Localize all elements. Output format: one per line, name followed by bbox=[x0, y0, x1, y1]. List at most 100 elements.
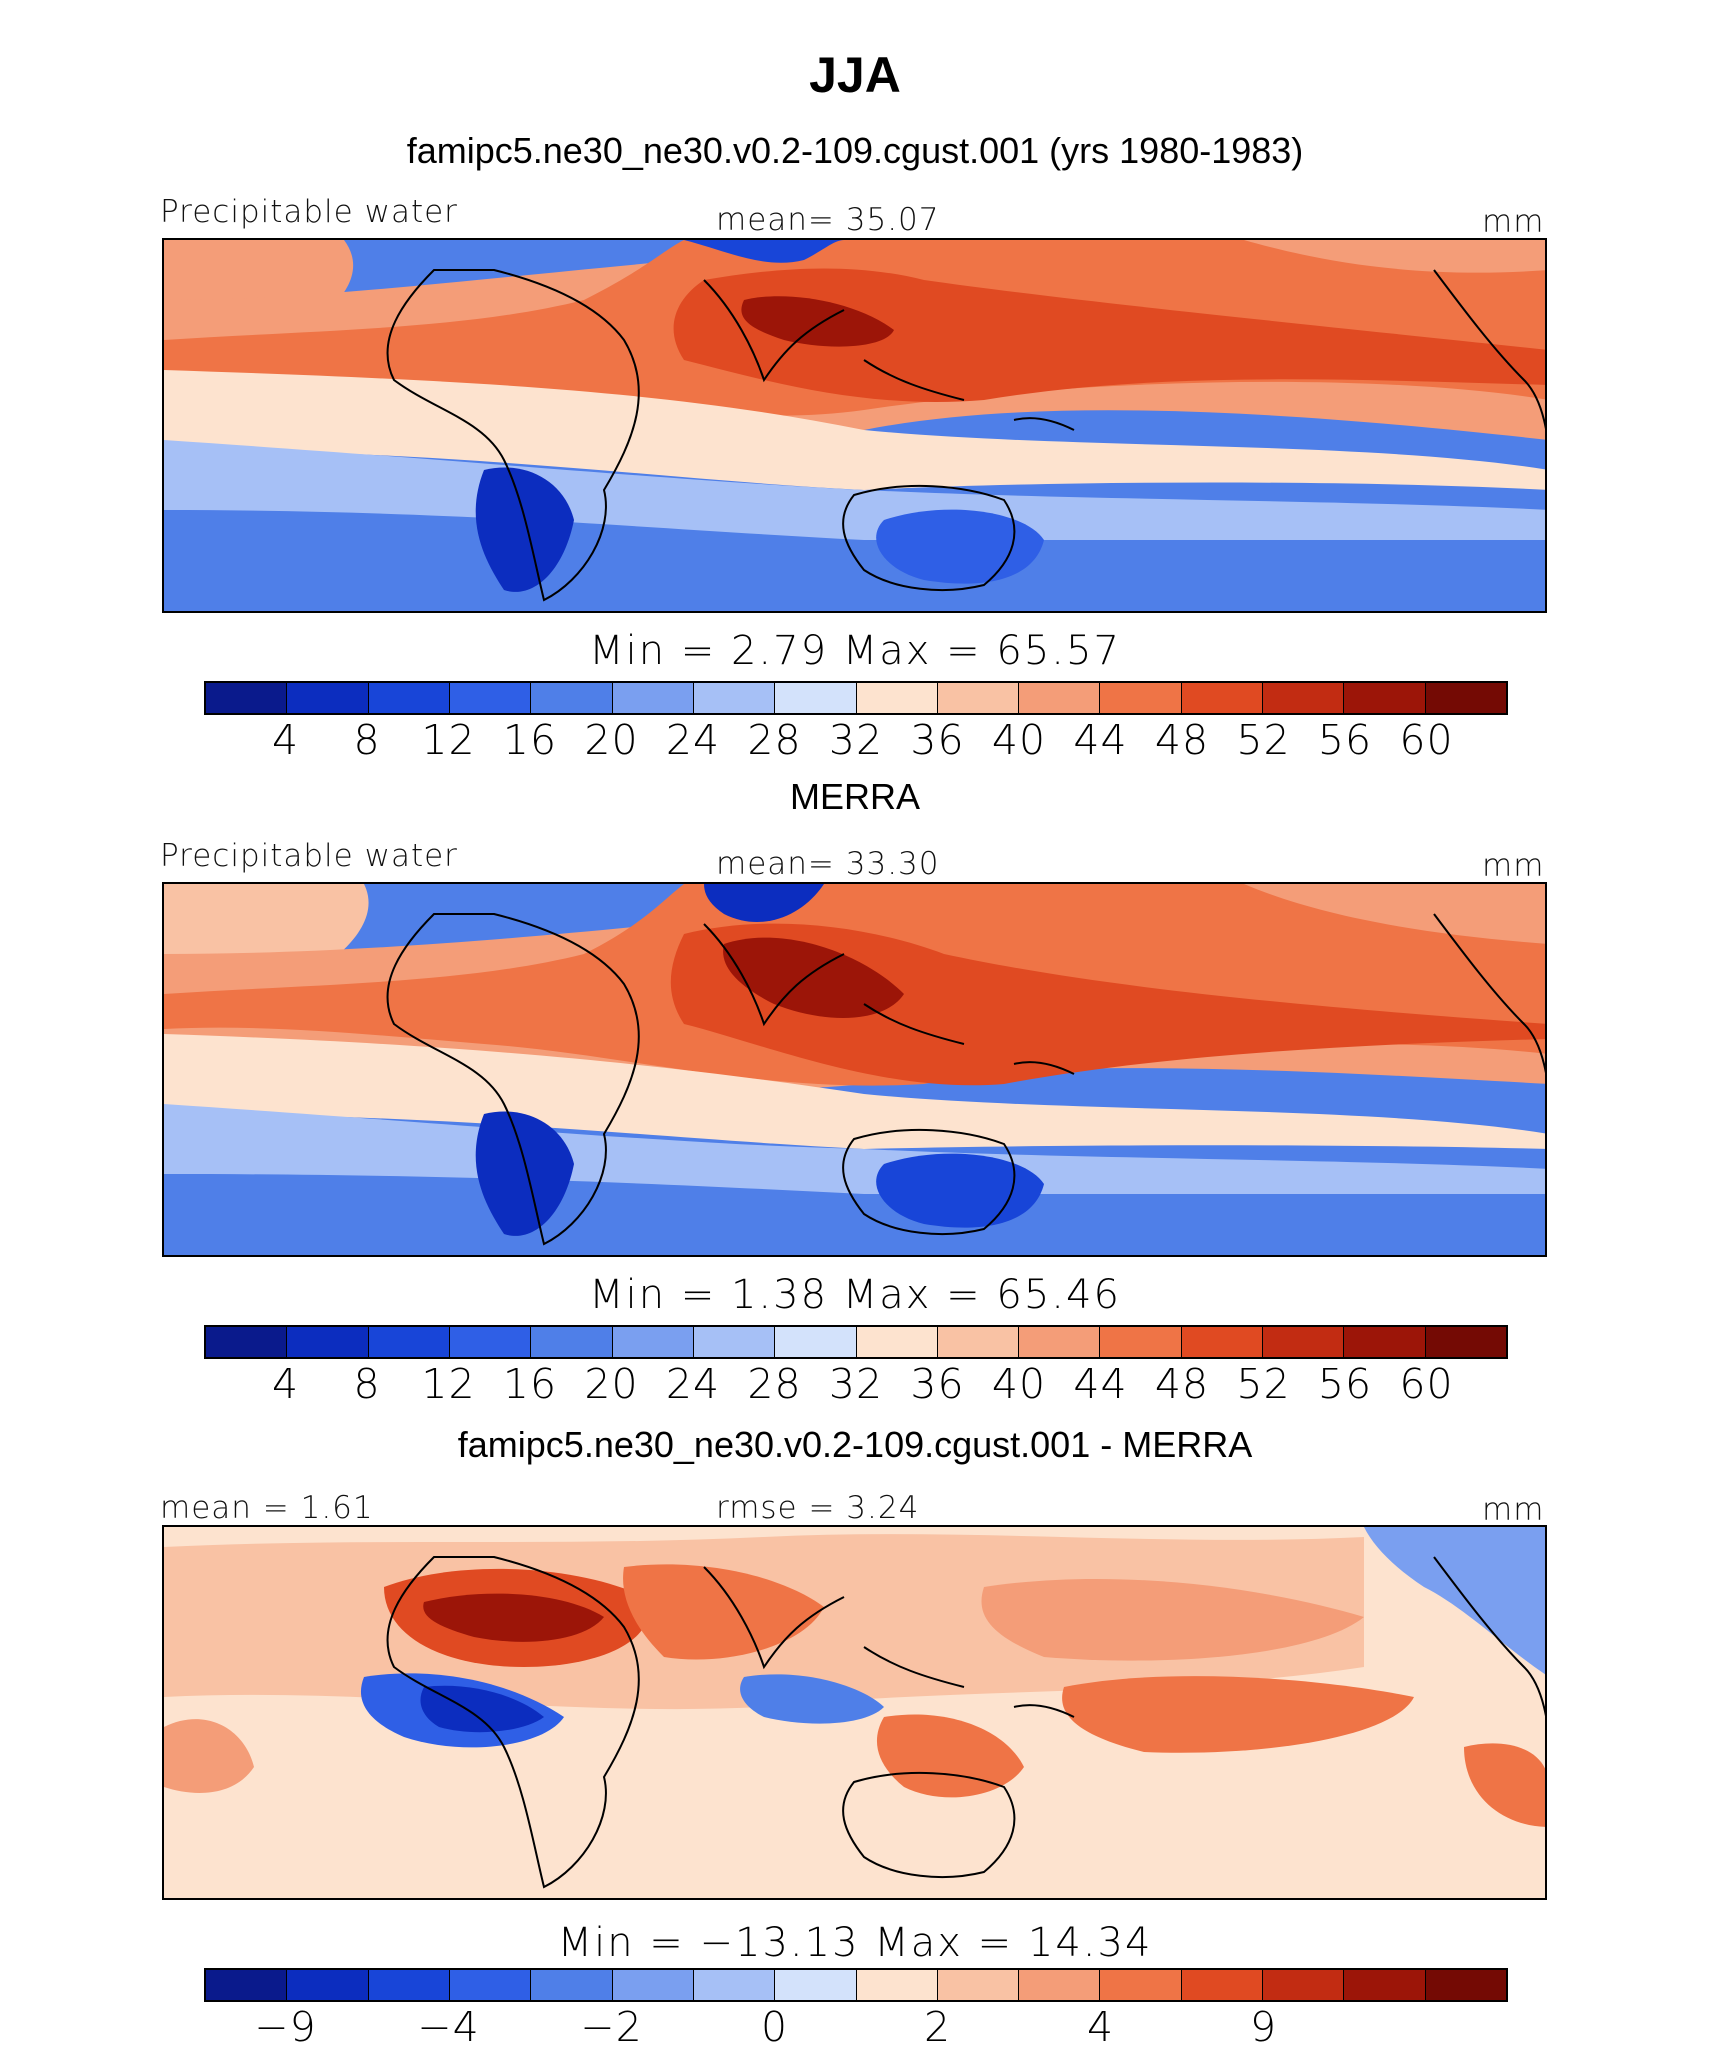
colorbar-swatch bbox=[368, 1327, 450, 1357]
panel1-colorbar bbox=[204, 681, 1508, 715]
panel3-mean-label: mean = 1.61 bbox=[160, 1490, 374, 1526]
colorbar-swatch bbox=[775, 1327, 857, 1357]
panel2-map-field bbox=[164, 884, 1545, 1255]
colorbar-tick-label: 4 bbox=[271, 716, 300, 764]
colorbar-tick-label: 44 bbox=[1073, 716, 1128, 764]
colorbar-swatch bbox=[206, 1970, 288, 2000]
colorbar-tick-label: 56 bbox=[1317, 1360, 1373, 1408]
panel2-map bbox=[162, 882, 1547, 1257]
colorbar-swatch bbox=[1100, 683, 1182, 713]
colorbar-tick-label: 36 bbox=[910, 1360, 965, 1408]
colorbar-tick-label: 28 bbox=[747, 1360, 802, 1408]
panel3-map bbox=[162, 1525, 1547, 1900]
panel1-left-label: Precipitable water bbox=[160, 194, 458, 230]
colorbar-tick-label: 8 bbox=[353, 716, 381, 764]
colorbar-swatch bbox=[775, 683, 857, 713]
panel3-colorbar-ticks: −9 −4 −2 0 2 4 9 bbox=[204, 2003, 1508, 2053]
colorbar-tick-label: 56 bbox=[1317, 716, 1373, 764]
panel2-subtitle: MERRA bbox=[789, 776, 920, 817]
colorbar-tick-label: 40 bbox=[991, 716, 1047, 764]
colorbar-tick-label: −9 bbox=[254, 2003, 317, 2051]
panel2-colorbar bbox=[204, 1325, 1508, 1359]
panel2-mean-label: mean= 33.30 bbox=[716, 846, 940, 882]
panel2-units-label: mm bbox=[1482, 848, 1545, 884]
colorbar-tick-label: 4 bbox=[271, 1360, 300, 1408]
colorbar-swatch bbox=[612, 1970, 694, 2000]
panel1-minmax: Min = 2.79 Max = 65.57 bbox=[589, 628, 1121, 674]
colorbar-swatch bbox=[1019, 683, 1101, 713]
colorbar-tick-label: 32 bbox=[828, 1360, 884, 1408]
colorbar-swatch bbox=[1263, 683, 1345, 713]
colorbar-swatch bbox=[856, 1970, 938, 2000]
panel3-rmse-label: rmse = 3.24 bbox=[716, 1490, 920, 1526]
colorbar-tick-label: 20 bbox=[584, 716, 639, 764]
colorbar-tick-label: 28 bbox=[747, 716, 802, 764]
colorbar-tick-label: 52 bbox=[1236, 716, 1291, 764]
colorbar-tick-label: 2 bbox=[923, 2003, 952, 2051]
panel1-subtitle: famipc5.ne30_ne30.v0.2-109.cgust.001 (yr… bbox=[406, 130, 1304, 171]
colorbar-swatch bbox=[368, 683, 450, 713]
panel3-subtitle: famipc5.ne30_ne30.v0.2-109.cgust.001 - M… bbox=[457, 1424, 1253, 1465]
colorbar-swatch bbox=[693, 1970, 776, 2000]
colorbar-swatch bbox=[612, 1327, 694, 1357]
colorbar-tick-label: 60 bbox=[1399, 716, 1454, 764]
colorbar-swatch bbox=[1019, 1970, 1101, 2000]
colorbar-swatch bbox=[531, 1327, 613, 1357]
panel1-map bbox=[162, 238, 1547, 613]
colorbar-swatch bbox=[937, 1327, 1020, 1357]
panel3-colorbar bbox=[204, 1968, 1508, 2002]
colorbar-tick-label: −4 bbox=[417, 2003, 480, 2051]
colorbar-tick-label: 9 bbox=[1249, 2003, 1278, 2051]
colorbar-swatch bbox=[1344, 683, 1426, 713]
panel1-map-field bbox=[164, 240, 1545, 611]
colorbar-tick-label: 24 bbox=[665, 1360, 721, 1408]
panel3-units-label: mm bbox=[1482, 1492, 1545, 1528]
colorbar-tick-label: 60 bbox=[1399, 1360, 1454, 1408]
colorbar-swatch bbox=[1425, 1970, 1506, 2000]
colorbar-swatch bbox=[1181, 1327, 1264, 1357]
colorbar-swatch bbox=[1263, 1327, 1345, 1357]
colorbar-swatch bbox=[1100, 1970, 1182, 2000]
colorbar-swatch bbox=[1181, 683, 1264, 713]
colorbar-tick-label: 4 bbox=[1086, 2003, 1115, 2051]
figure-title: JJA bbox=[809, 47, 901, 103]
colorbar-tick-label: 36 bbox=[910, 716, 965, 764]
colorbar-swatch bbox=[1181, 1970, 1264, 2000]
colorbar-swatch bbox=[206, 683, 288, 713]
panel3-minmax: Min = −13.13 Max = 14.34 bbox=[557, 1920, 1153, 1966]
panel2-colorbar-ticks: 4 8 12 16 20 24 28 32 36 40 44 48 52 56 60 bbox=[204, 1360, 1508, 1410]
colorbar-tick-label: 24 bbox=[665, 716, 721, 764]
colorbar-swatch bbox=[1425, 683, 1506, 713]
panel1-mean-label: mean= 35.07 bbox=[716, 202, 940, 238]
colorbar-tick-label: 20 bbox=[584, 1360, 639, 1408]
colorbar-swatch bbox=[531, 1970, 613, 2000]
colorbar-swatch bbox=[1344, 1327, 1426, 1357]
colorbar-swatch bbox=[287, 1970, 369, 2000]
colorbar-swatch bbox=[693, 1327, 776, 1357]
colorbar-swatch bbox=[1425, 1327, 1506, 1357]
colorbar-swatch bbox=[368, 1970, 450, 2000]
colorbar-swatch bbox=[449, 683, 532, 713]
panel1-colorbar-ticks: 4 8 12 16 20 24 28 32 36 40 44 48 52 56 60 bbox=[204, 716, 1508, 766]
colorbar-swatch bbox=[1263, 1970, 1345, 2000]
colorbar-swatch bbox=[856, 683, 938, 713]
colorbar-tick-label: 32 bbox=[828, 716, 884, 764]
colorbar-swatch bbox=[775, 1970, 857, 2000]
colorbar-swatch bbox=[287, 1327, 369, 1357]
colorbar-swatch bbox=[1019, 1327, 1101, 1357]
colorbar-tick-label: 16 bbox=[502, 716, 558, 764]
colorbar-tick-label: 8 bbox=[353, 1360, 381, 1408]
panel2-left-label: Precipitable water bbox=[160, 838, 458, 874]
colorbar-swatch bbox=[937, 1970, 1020, 2000]
panel2-minmax: Min = 1.38 Max = 65.46 bbox=[589, 1272, 1121, 1318]
colorbar-tick-label: 0 bbox=[760, 2003, 789, 2051]
panel3-map-field bbox=[164, 1527, 1545, 1898]
colorbar-swatch bbox=[1100, 1327, 1182, 1357]
colorbar-tick-label: 40 bbox=[991, 1360, 1047, 1408]
colorbar-tick-label: 48 bbox=[1154, 1360, 1210, 1408]
colorbar-tick-label: 52 bbox=[1236, 1360, 1291, 1408]
colorbar-swatch bbox=[449, 1327, 532, 1357]
colorbar-tick-label: −2 bbox=[580, 2003, 643, 2051]
colorbar-swatch bbox=[937, 683, 1020, 713]
colorbar-swatch bbox=[1344, 1970, 1426, 2000]
